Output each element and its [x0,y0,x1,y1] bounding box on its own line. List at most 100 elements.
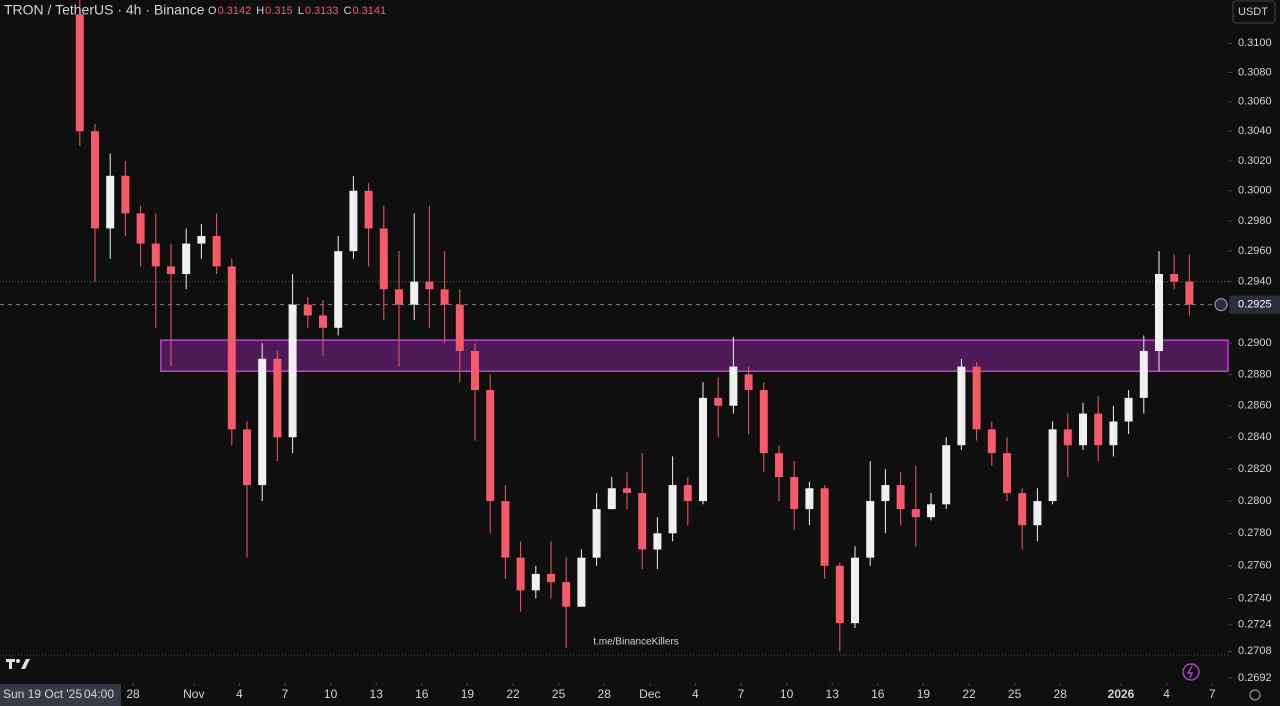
candle-body [121,175,130,214]
candle-body [729,366,738,406]
y-tick-label: 0.2692 [1238,672,1272,684]
candle-body [547,573,555,583]
candle-body [364,190,373,229]
y-tick-label: 0.2724 [1238,619,1272,631]
x-tick-label: 28 [1054,687,1068,701]
y-tick-label: 0.2940 [1238,276,1272,288]
y-tick-label: 0.2800 [1238,495,1272,507]
y-tick-label: 0.2740 [1238,592,1272,604]
logo [6,659,30,669]
x-tick-label: 19 [917,687,931,701]
x-tick-label: 28 [126,687,140,701]
legend-value: 0.3141 [352,5,386,17]
y-tick-label: 0.3040 [1238,125,1272,137]
candle-body [668,485,677,534]
candle-body [288,304,297,438]
candle-body [440,289,449,305]
candle-body [258,358,267,486]
settings-icon[interactable] [1249,689,1261,701]
candle-body [607,488,616,510]
x-tick-label: 22 [962,687,976,701]
currency-button[interactable] [1232,0,1276,24]
legend-key: C [343,5,351,17]
candle-body [471,351,479,391]
y-tick-label: 0.2960 [1238,245,1272,257]
last-price-plus [1214,298,1228,312]
candle-body [91,131,99,229]
alert-icon[interactable] [1182,663,1200,681]
candle-body [212,235,221,267]
candle-body [1003,453,1011,494]
x-tick-label: 4 [236,687,243,701]
candle-body [790,477,799,510]
candle-body [486,390,495,502]
y-tick-label: 0.2780 [1238,527,1272,539]
candle-body [562,582,571,607]
legend-key: H [256,5,264,17]
x-tick-label: 13 [370,687,384,701]
candle-body [136,213,145,244]
x-tick-label: 7 [282,687,289,701]
x-tick-label: 2026 [1108,687,1135,701]
candle-body [987,429,996,454]
ohlc-legend: O 0.3142 H 0.315 L 0.3133 C 0.3141 [208,5,386,17]
y-tick-label: 0.3100 [1238,37,1272,49]
candle-body [972,366,981,430]
candle-body [851,557,859,624]
x-tick-label: 28 [598,687,612,701]
candle-body [957,366,966,446]
crosshair-box [0,684,121,706]
x-tick-label: Dec [639,687,660,701]
candle-body [167,266,175,275]
y-tick-label: 0.2980 [1238,215,1272,227]
y-tick-label: 0.2880 [1238,368,1272,380]
legend-value: 0.315 [265,5,293,17]
logo-part [21,659,30,669]
watermark: t.me/BinanceKillers [593,637,679,648]
candle-body [623,488,631,494]
y-tick-label: 0.3000 [1238,185,1272,197]
candle-body [638,493,647,550]
candle-body [866,501,875,558]
y-tick-label: 0.2860 [1238,400,1272,412]
candle-body [775,453,783,478]
plot [0,0,1229,652]
x-tick-label: 4 [692,687,699,701]
y-tick-label: 0.2840 [1238,431,1272,443]
candle-body [744,374,753,391]
candle-body [1139,351,1148,398]
candle-body [395,289,403,305]
candle-body [1018,493,1027,526]
x-tick-label: 4 [1163,687,1170,701]
candle-body [881,485,890,502]
x-tick-label: Nov [183,687,204,701]
crosshair-date: Sun 19 Oct '25 [3,687,82,701]
candle-body [75,14,84,132]
x-tick-label: 10 [324,687,338,701]
x-tick-label: 22 [506,687,520,701]
candle-body [273,358,282,438]
candle-body [699,397,707,502]
candle-body [379,228,388,290]
candle-body [349,190,358,252]
candle-body [1124,397,1133,422]
candle-body [319,315,327,328]
y-tick-label: 0.3020 [1238,155,1272,167]
candle-body [1048,429,1057,502]
candle-body [334,251,343,328]
candle-body [516,557,525,591]
candle-body [1033,501,1042,526]
candle-body [106,175,115,229]
candle-body [182,243,191,275]
y-tick-label: 0.2900 [1238,337,1272,349]
x-tick-label: 25 [552,687,566,701]
legend-key: L [298,5,304,17]
candle-body [820,488,829,566]
logo-part [9,659,12,669]
candle-body [227,266,236,430]
logo-part [16,659,20,663]
alert-icon-bolt [1186,665,1194,679]
candle-body [714,397,723,406]
candle-body [911,509,920,518]
